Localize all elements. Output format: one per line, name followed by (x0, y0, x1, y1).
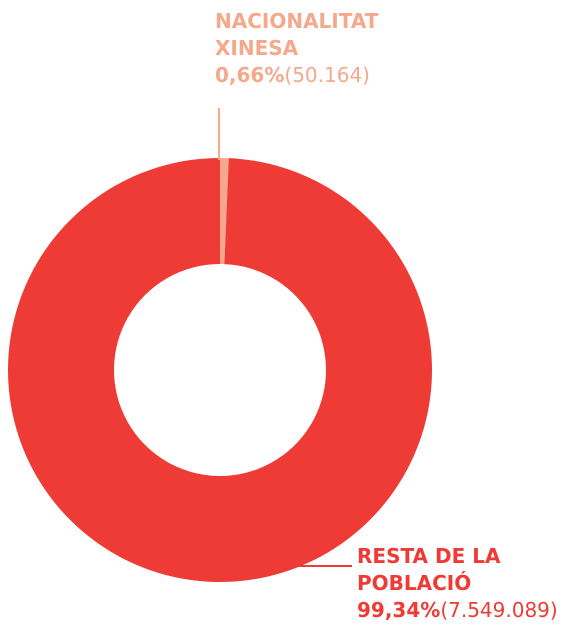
value-label: 0,66% (215, 63, 285, 87)
donut-slice (7, 158, 432, 582)
count-label: (50.164) (284, 63, 370, 87)
count-label: (7.549.089) (440, 598, 558, 622)
label-rest: RESTA DE LA POBLACIÓ 99,34%(7.549.089) (357, 543, 558, 624)
category-label: NACIONALITAT XINESA (215, 9, 379, 60)
donut-slice (220, 158, 229, 265)
value-label: 99,34% (357, 598, 441, 622)
label-chinese: NACIONALITAT XINESA 0,66%(50.164) (215, 8, 415, 89)
category-label: RESTA DE LA POBLACIÓ (357, 544, 501, 595)
